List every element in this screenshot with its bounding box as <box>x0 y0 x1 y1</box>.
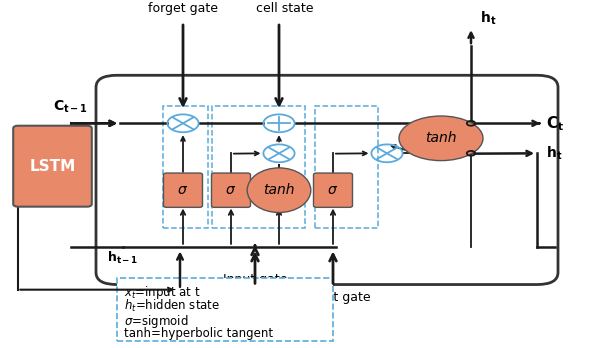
Text: $h_t$=hidden state: $h_t$=hidden state <box>124 298 220 314</box>
FancyBboxPatch shape <box>314 173 353 207</box>
Text: $\sigma$: $\sigma$ <box>226 183 236 197</box>
Text: $x_t$=input at t: $x_t$=input at t <box>124 284 201 301</box>
FancyBboxPatch shape <box>117 278 333 341</box>
FancyBboxPatch shape <box>163 173 202 207</box>
Text: $\sigma$=sigmoid: $\sigma$=sigmoid <box>124 313 188 330</box>
Text: $\sigma$: $\sigma$ <box>178 183 188 197</box>
FancyBboxPatch shape <box>212 173 251 207</box>
Text: $\mathbf{h_t}$: $\mathbf{h_t}$ <box>480 10 496 27</box>
Text: $\mathbf{C_t}$: $\mathbf{C_t}$ <box>546 114 564 133</box>
FancyBboxPatch shape <box>96 75 558 285</box>
Ellipse shape <box>399 116 483 161</box>
Ellipse shape <box>247 168 311 213</box>
Text: forget gate: forget gate <box>148 2 218 15</box>
Text: tanh: tanh <box>263 183 295 197</box>
FancyBboxPatch shape <box>13 126 92 207</box>
Text: $\sigma$: $\sigma$ <box>328 183 338 197</box>
Text: $\mathbf{x_t}$: $\mathbf{x_t}$ <box>164 290 178 303</box>
Text: Output gate: Output gate <box>295 291 371 304</box>
Text: $\mathbf{h_{t-1}}$: $\mathbf{h_{t-1}}$ <box>107 250 139 266</box>
Text: tanh=hyperbolic tangent: tanh=hyperbolic tangent <box>124 327 274 340</box>
Text: $\mathbf{C_{t-1}}$: $\mathbf{C_{t-1}}$ <box>53 98 88 115</box>
Text: $\mathbf{h_t}$: $\mathbf{h_t}$ <box>546 145 562 162</box>
Text: tanh: tanh <box>425 131 457 145</box>
Text: cell state: cell state <box>256 2 314 15</box>
Text: Input gate: Input gate <box>223 272 287 285</box>
Text: LSTM: LSTM <box>29 159 76 174</box>
